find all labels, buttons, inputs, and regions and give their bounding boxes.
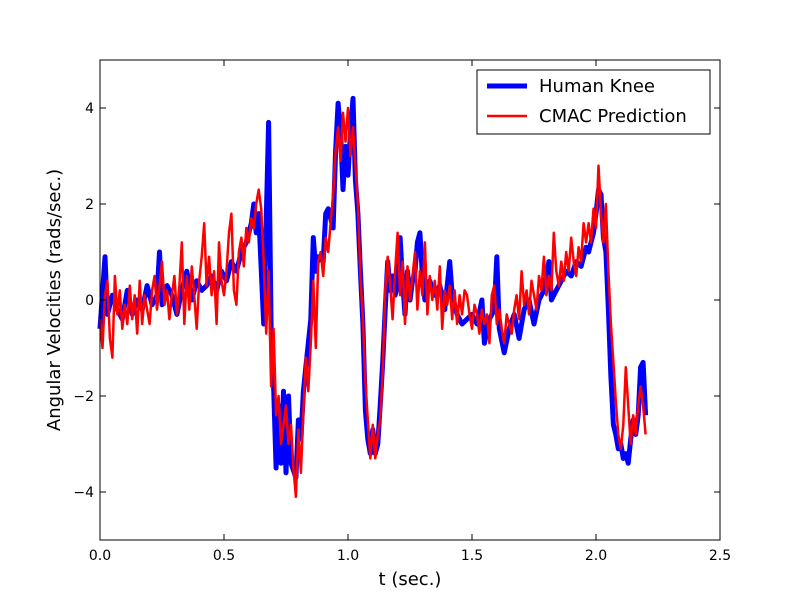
legend-box (476, 69, 711, 135)
legend-label-human-knee: Human Knee (539, 76, 655, 97)
x-tick-label: 0.5 (213, 548, 235, 564)
y-axis: −4 −2 0 2 4 (73, 101, 720, 501)
y-tick-label: −4 (73, 485, 94, 501)
y-tick-label: −2 (73, 389, 94, 405)
y-tick-label: 2 (85, 197, 94, 213)
x-tick-label: 0.0 (89, 548, 111, 564)
series-line-cmac-prediction (98, 106, 647, 499)
x-tick-label: 1.5 (461, 548, 483, 564)
y-tick-label: 0 (85, 293, 94, 309)
y-axis-label: Angular Velocities (rads/sec.) (44, 169, 65, 431)
x-tick-label: 1.0 (337, 548, 359, 564)
series-layer (97, 95, 649, 499)
legend-label-cmac-prediction: CMAC Prediction (539, 106, 687, 127)
x-axis-label: t (sec.) (379, 569, 442, 590)
legend: Human Knee CMAC Prediction (476, 69, 711, 135)
x-axis: 0.0 0.5 1.0 1.5 2.0 2.5 (89, 60, 731, 564)
x-tick-label: 2.5 (709, 548, 731, 564)
x-tick-label: 2.0 (585, 548, 607, 564)
y-tick-label: 4 (85, 101, 94, 117)
